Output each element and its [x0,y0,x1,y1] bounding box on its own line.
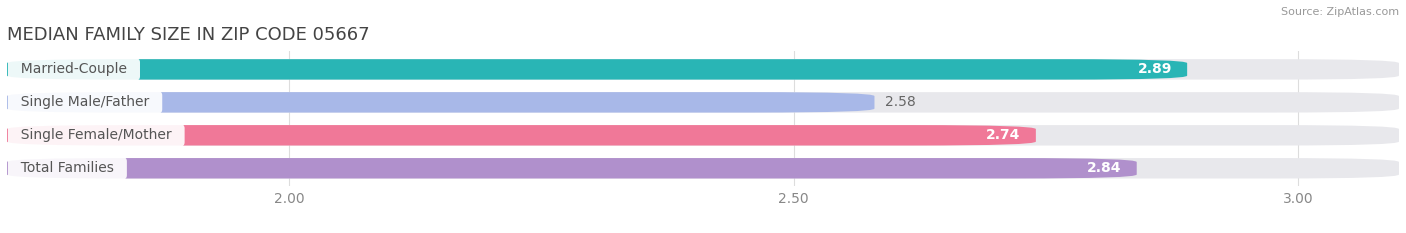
FancyBboxPatch shape [7,59,1187,80]
Text: MEDIAN FAMILY SIZE IN ZIP CODE 05667: MEDIAN FAMILY SIZE IN ZIP CODE 05667 [7,26,370,44]
FancyBboxPatch shape [7,92,1399,113]
Text: Single Female/Mother: Single Female/Mother [13,128,180,142]
Text: Married-Couple: Married-Couple [13,62,136,76]
Text: 2.74: 2.74 [987,128,1021,142]
FancyBboxPatch shape [7,158,1399,178]
FancyBboxPatch shape [7,59,1399,80]
Text: 2.58: 2.58 [884,95,915,109]
FancyBboxPatch shape [7,92,875,113]
FancyBboxPatch shape [7,158,1136,178]
Text: Total Families: Total Families [13,161,122,175]
FancyBboxPatch shape [7,125,1399,146]
Text: 2.89: 2.89 [1137,62,1173,76]
Text: Source: ZipAtlas.com: Source: ZipAtlas.com [1281,7,1399,17]
Text: Single Male/Father: Single Male/Father [13,95,157,109]
Text: 2.84: 2.84 [1087,161,1122,175]
FancyBboxPatch shape [7,125,1036,146]
